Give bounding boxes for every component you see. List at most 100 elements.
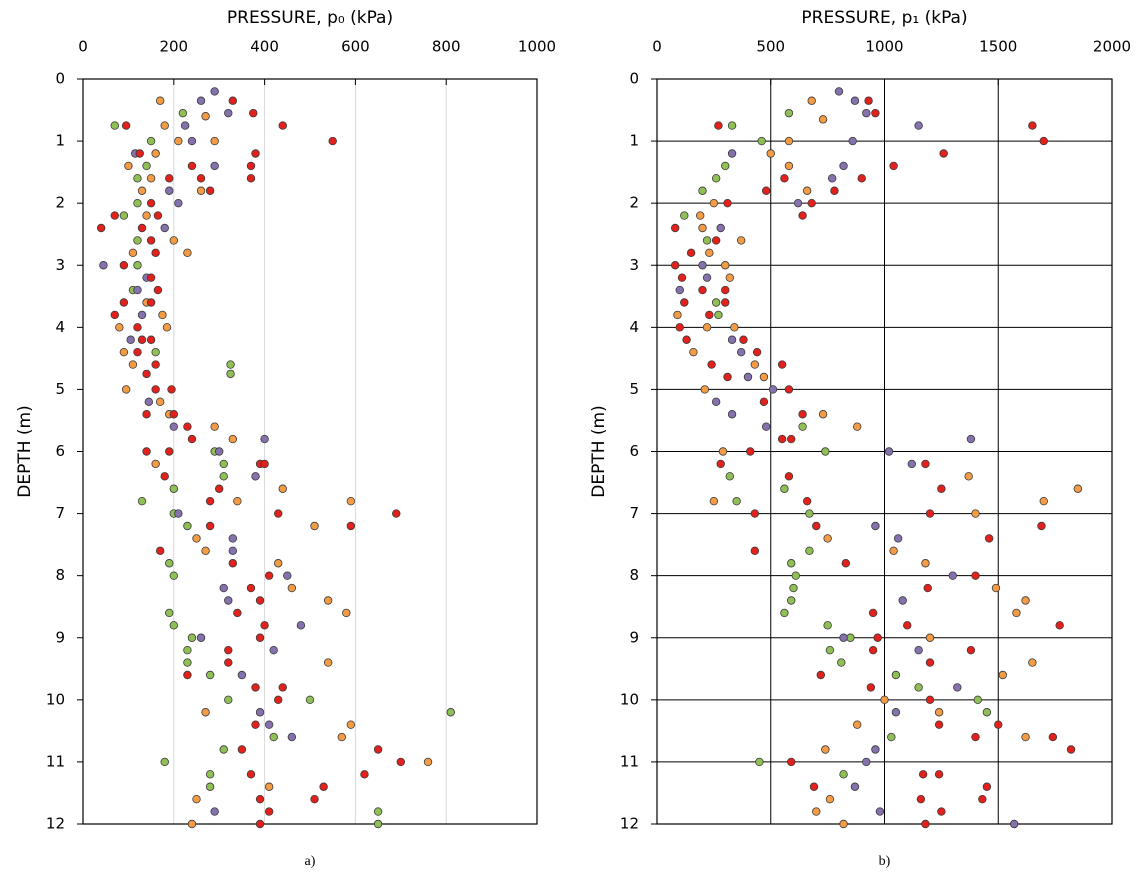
data-point: [868, 608, 878, 618]
data-point: [1021, 596, 1030, 605]
data-point: [805, 546, 814, 556]
data-point: [153, 285, 163, 295]
data-point: [798, 211, 807, 220]
data-point: [155, 397, 165, 407]
data-point: [973, 695, 982, 705]
data-point: [830, 186, 839, 195]
data-point: [196, 96, 206, 105]
data-point: [205, 770, 215, 779]
data-point: [233, 496, 242, 506]
data-point: [169, 621, 178, 630]
caption: b): [879, 854, 891, 869]
x-tick-label: 200: [159, 38, 188, 56]
data-point: [787, 559, 796, 568]
y-tick-label: 7: [629, 504, 639, 522]
y-tick-label: 4: [629, 318, 639, 336]
data-point: [133, 236, 142, 245]
data-point: [255, 596, 265, 605]
data-point: [711, 236, 721, 245]
data-point: [746, 447, 755, 456]
data-point: [210, 161, 219, 171]
x-tick-label: 0: [652, 38, 662, 56]
data-point: [823, 621, 832, 630]
data-point: [187, 434, 197, 444]
x-axis-title: PRESSURE, p₁ (kPa): [801, 8, 967, 28]
data-point: [1066, 745, 1076, 754]
data-point: [246, 161, 256, 171]
data-point: [219, 472, 228, 481]
x-tick-label: 1000: [865, 38, 903, 56]
data-point: [260, 621, 269, 630]
data-point: [791, 571, 800, 580]
data-point: [274, 509, 283, 518]
data-point: [971, 509, 980, 518]
data-point: [328, 136, 337, 146]
data-point: [137, 496, 147, 506]
data-point: [711, 397, 721, 407]
data-point: [887, 732, 896, 742]
data-point: [991, 583, 1001, 593]
data-point: [260, 434, 269, 444]
data-point: [251, 149, 260, 158]
data-point: [671, 261, 680, 270]
data-point: [196, 633, 206, 642]
data-point: [446, 708, 455, 717]
data-point: [228, 534, 238, 543]
y-tick-label: 10: [46, 690, 65, 708]
data-point: [169, 236, 178, 245]
data-point: [174, 136, 183, 146]
data-point: [158, 310, 167, 320]
data-point: [255, 819, 265, 829]
data-point: [251, 683, 260, 692]
data-point: [187, 633, 197, 642]
data-point: [839, 161, 848, 171]
data-point: [784, 161, 794, 171]
y-tick-label: 6: [629, 442, 639, 460]
data-point: [914, 121, 923, 130]
data-point: [709, 198, 719, 208]
data-point: [821, 447, 830, 456]
y-tick-label: 0: [629, 70, 639, 88]
data-point: [201, 708, 210, 717]
data-point: [723, 372, 732, 382]
data-point: [180, 121, 190, 130]
data-point: [226, 369, 235, 379]
data-point: [880, 695, 889, 705]
data-point: [705, 248, 714, 258]
data-point: [934, 708, 944, 717]
data-point: [857, 174, 866, 183]
y-tick-label: 1: [629, 132, 639, 150]
data-point: [110, 310, 119, 320]
data-point: [762, 186, 771, 195]
data-point: [287, 732, 297, 742]
data-point: [971, 732, 980, 742]
data-point: [133, 198, 142, 208]
data-point: [884, 447, 894, 456]
data-point: [673, 310, 682, 320]
data-point: [891, 670, 901, 680]
data-point: [812, 521, 821, 531]
data-point: [864, 96, 873, 105]
data-point: [373, 745, 383, 754]
data-point: [784, 136, 794, 146]
data-point: [736, 347, 746, 357]
data-point: [680, 298, 689, 307]
data-point: [162, 323, 172, 332]
data-point: [224, 596, 233, 605]
data-point: [780, 484, 789, 493]
data-point: [964, 472, 973, 481]
data-point: [133, 261, 142, 270]
data-point: [310, 794, 319, 804]
data-point: [310, 521, 319, 531]
data-point: [153, 211, 163, 220]
data-point: [802, 496, 812, 506]
data-point: [205, 496, 215, 506]
data-point: [210, 87, 219, 96]
data-point: [680, 211, 689, 220]
data-point: [224, 695, 233, 705]
data-point: [128, 248, 138, 258]
y-tick-label: 8: [629, 566, 639, 584]
data-point: [723, 198, 732, 208]
data-point: [918, 770, 928, 779]
plot-frame: [82, 78, 538, 825]
